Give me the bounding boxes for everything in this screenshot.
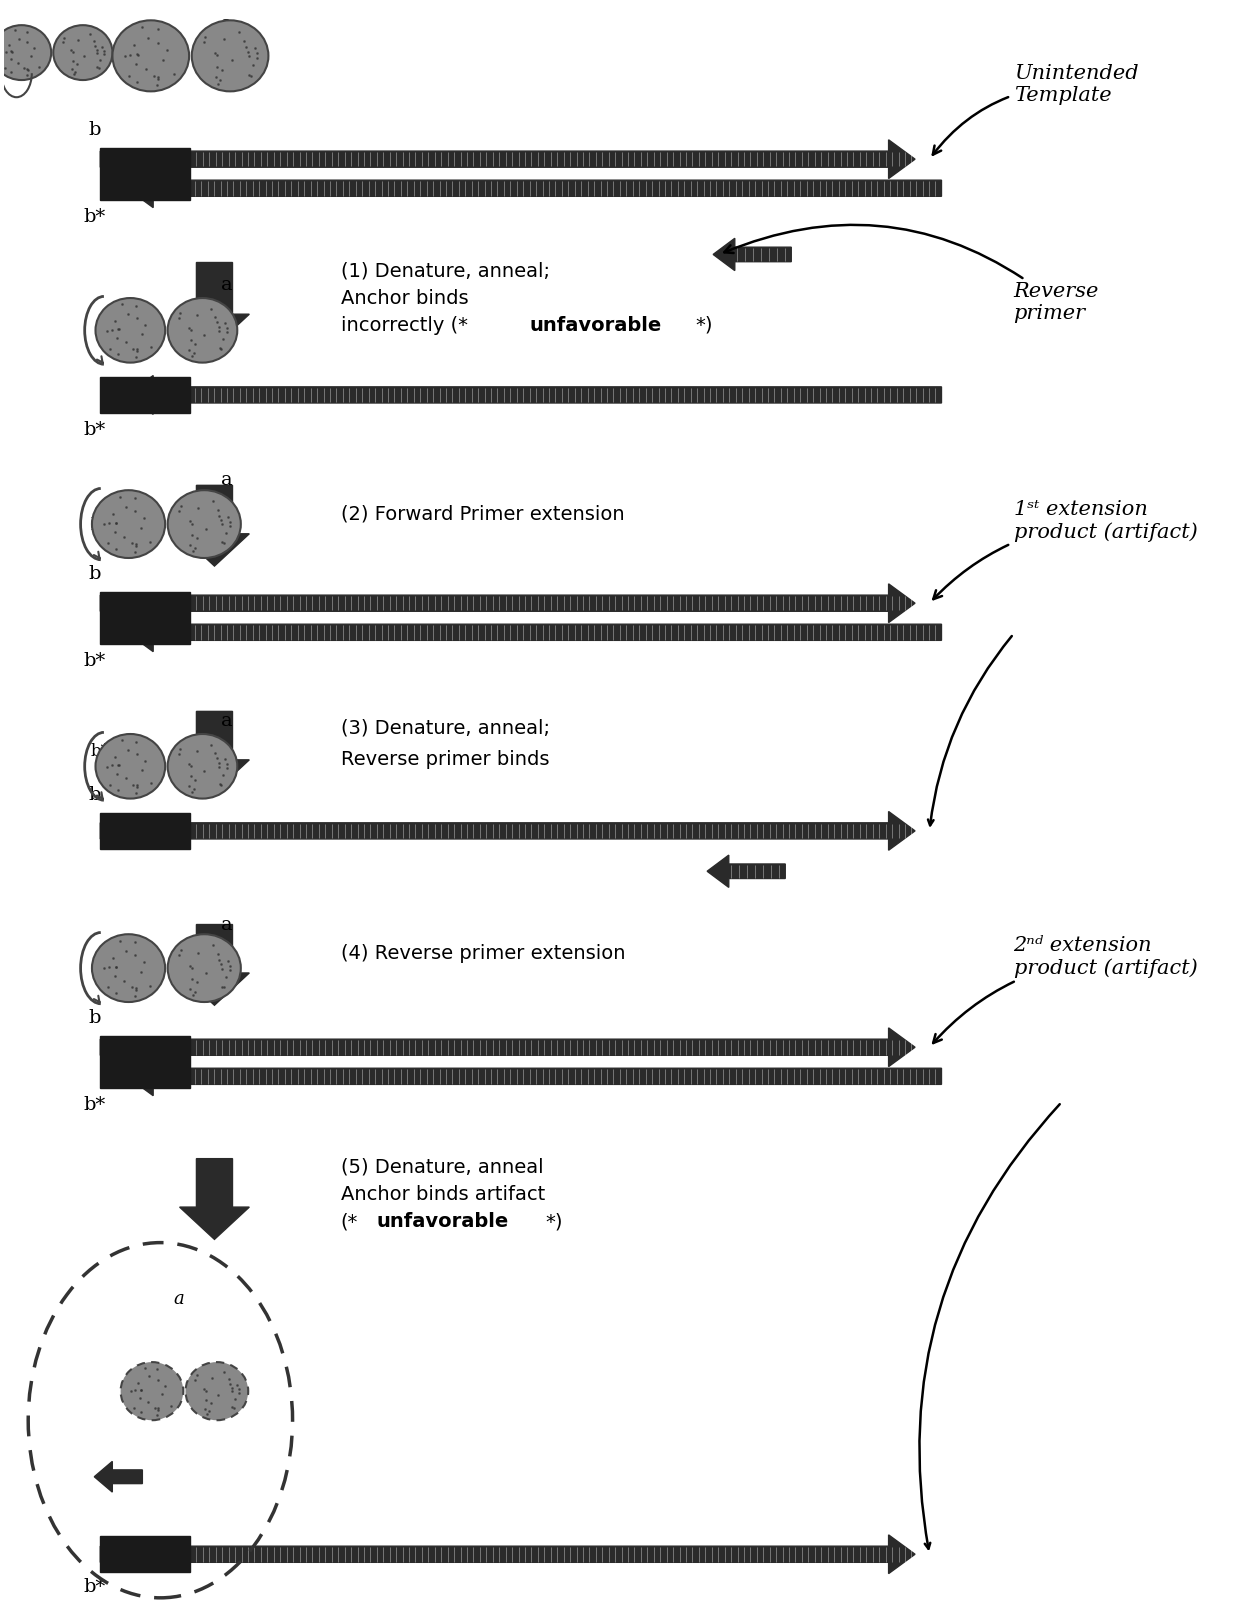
Ellipse shape	[167, 299, 237, 362]
FancyArrow shape	[180, 485, 249, 566]
Text: b*: b*	[91, 518, 109, 534]
FancyArrow shape	[713, 239, 791, 271]
FancyArrow shape	[100, 1535, 915, 1574]
Text: a: a	[221, 15, 232, 32]
Text: Reverse primer binds: Reverse primer binds	[341, 750, 549, 769]
Text: a: a	[221, 276, 232, 294]
Text: Anchor binds: Anchor binds	[341, 289, 469, 307]
Text: Unintended
Template: Unintended Template	[932, 65, 1138, 154]
Text: unfavorable: unfavorable	[377, 1212, 508, 1232]
Text: 2ⁿᵈ extension
product (artifact): 2ⁿᵈ extension product (artifact)	[934, 936, 1198, 1044]
Ellipse shape	[113, 21, 190, 91]
Text: Reverse
primer: Reverse primer	[724, 226, 1099, 323]
Text: b*: b*	[83, 422, 105, 440]
Ellipse shape	[53, 26, 113, 80]
Ellipse shape	[0, 26, 51, 80]
Ellipse shape	[167, 490, 241, 558]
FancyArrow shape	[707, 855, 785, 888]
Ellipse shape	[186, 1362, 248, 1420]
FancyArrow shape	[180, 925, 249, 1005]
FancyArrow shape	[100, 1027, 915, 1066]
FancyArrow shape	[126, 613, 941, 652]
Text: b*: b*	[83, 652, 105, 670]
Text: b: b	[88, 565, 100, 583]
Text: unfavorable: unfavorable	[529, 316, 662, 334]
FancyArrow shape	[126, 1057, 941, 1096]
Bar	[100, 148, 191, 200]
FancyArrow shape	[94, 1461, 143, 1492]
FancyArrow shape	[180, 1159, 249, 1240]
Text: b: b	[88, 1010, 100, 1027]
Text: b*: b*	[91, 743, 109, 760]
Text: (3) Denature, anneal;: (3) Denature, anneal;	[341, 717, 549, 737]
FancyArrow shape	[126, 375, 941, 414]
Text: incorrectly (*: incorrectly (*	[341, 316, 467, 334]
Ellipse shape	[95, 299, 165, 362]
Text: a: a	[221, 915, 232, 933]
Text: 1ˢᵗ extension
product (artifact): 1ˢᵗ extension product (artifact)	[934, 500, 1198, 599]
Text: a: a	[221, 472, 232, 490]
FancyArrow shape	[126, 169, 941, 208]
Ellipse shape	[167, 734, 237, 799]
Text: *): *)	[544, 1212, 563, 1232]
Text: *): *)	[696, 316, 713, 334]
FancyArrow shape	[180, 711, 249, 792]
Text: b: b	[88, 122, 100, 140]
Text: b*: b*	[83, 1578, 105, 1595]
Bar	[100, 592, 191, 644]
Text: a: a	[221, 712, 232, 730]
Text: b*: b*	[83, 1097, 105, 1115]
Ellipse shape	[120, 1362, 184, 1420]
Text: (*: (*	[341, 1212, 358, 1232]
FancyArrow shape	[100, 140, 915, 179]
Text: b: b	[88, 787, 100, 805]
Ellipse shape	[92, 490, 165, 558]
Bar	[100, 377, 191, 412]
Bar	[100, 813, 191, 849]
Text: a: a	[174, 1290, 184, 1308]
FancyArrow shape	[100, 584, 915, 623]
Ellipse shape	[167, 935, 241, 1001]
Ellipse shape	[192, 21, 268, 91]
Bar	[100, 1537, 191, 1573]
Text: (2) Forward Primer extension: (2) Forward Primer extension	[341, 505, 624, 524]
Text: (1) Denature, anneal;: (1) Denature, anneal;	[341, 261, 549, 281]
Text: b*: b*	[83, 208, 105, 226]
Bar	[100, 1035, 191, 1087]
Ellipse shape	[95, 734, 165, 799]
FancyArrow shape	[100, 812, 915, 850]
Ellipse shape	[92, 935, 165, 1001]
Text: Anchor binds artifact: Anchor binds artifact	[341, 1185, 544, 1204]
FancyArrow shape	[180, 263, 249, 346]
Text: (4) Reverse primer extension: (4) Reverse primer extension	[341, 945, 625, 962]
Text: (5) Denature, anneal: (5) Denature, anneal	[341, 1157, 543, 1177]
